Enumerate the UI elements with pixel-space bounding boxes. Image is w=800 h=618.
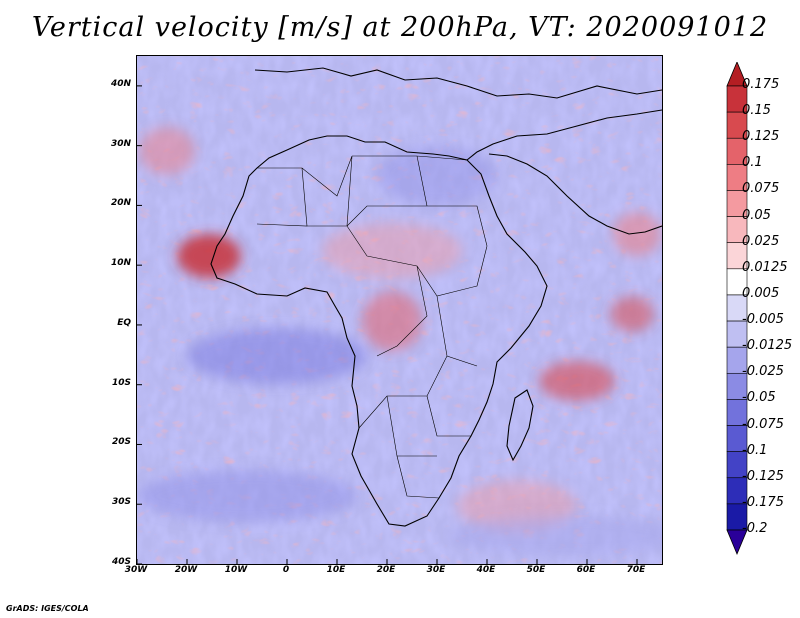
lon-label-40e: 40E <box>476 565 496 575</box>
lon-label-50e: 50E <box>526 565 546 575</box>
colorbar-label: -0.2 <box>742 521 768 536</box>
lon-label-20w: 20W <box>174 565 198 575</box>
lat-label-40n: 40N <box>110 78 131 89</box>
colorbar-label: -0.125 <box>742 468 784 484</box>
lat-label-20n: 20N <box>110 198 131 209</box>
lat-label-30n: 30N <box>110 138 131 149</box>
country-borders <box>256 155 488 499</box>
vertical-velocity-field <box>137 56 662 564</box>
axis-ticks <box>137 85 638 564</box>
lat-label-40s: 40S <box>111 557 131 567</box>
colorbar-label: -0.005 <box>742 312 784 328</box>
lat-label-10n: 10N <box>110 258 131 269</box>
lon-label-20e: 20E <box>376 565 396 575</box>
colorbar-label: -0.0125 <box>742 338 793 354</box>
colorbar-label: -0.025 <box>742 364 784 380</box>
map-title: Vertical velocity [m/s] at 200hPa, VT: 2… <box>31 12 769 43</box>
colorbar-label: 0.025 <box>742 233 780 249</box>
lon-label-70e: 70E <box>626 565 646 575</box>
coastlines <box>210 67 662 527</box>
colorbar-label: -0.175 <box>742 494 784 510</box>
colorbar-label: 0.15 <box>742 103 771 119</box>
colorbar-label: -0.075 <box>742 416 784 432</box>
colorbar-label: 0.0125 <box>742 259 788 275</box>
colorbar-bottom-arrow <box>726 529 748 556</box>
lat-label-30s: 30S <box>111 497 131 508</box>
lon-label-0: 0 <box>282 565 290 575</box>
lon-label-60e: 60E <box>576 565 596 575</box>
grads-credit: GrADS: IGES/COLA <box>6 604 89 613</box>
lon-label-10e: 10E <box>326 565 346 575</box>
colorbar-label: 0.175 <box>742 77 780 92</box>
colorbar-label: -0.05 <box>742 390 776 406</box>
colorbar-label: 0.05 <box>742 207 771 223</box>
upward-motion-regions <box>139 127 661 532</box>
colorbar-label: 0.125 <box>742 129 780 145</box>
colorbar-label: 0.1 <box>742 155 763 171</box>
lat-label-20s: 20S <box>111 437 131 448</box>
map-panel <box>136 55 663 565</box>
lat-label-10s: 10S <box>111 377 131 388</box>
lat-label-eq: EQ <box>117 317 131 328</box>
madagascar-outline <box>506 389 534 462</box>
colorbar-label: 0.005 <box>742 285 780 301</box>
colorbar-label: 0.075 <box>742 181 780 197</box>
lon-label-30w: 30W <box>124 565 148 575</box>
lon-label-30e: 30E <box>426 565 446 575</box>
lon-label-10w: 10W <box>224 565 248 575</box>
colorbar <box>726 62 748 556</box>
colorbar-label: -0.1 <box>742 442 768 458</box>
downward-motion-regions <box>137 146 662 556</box>
